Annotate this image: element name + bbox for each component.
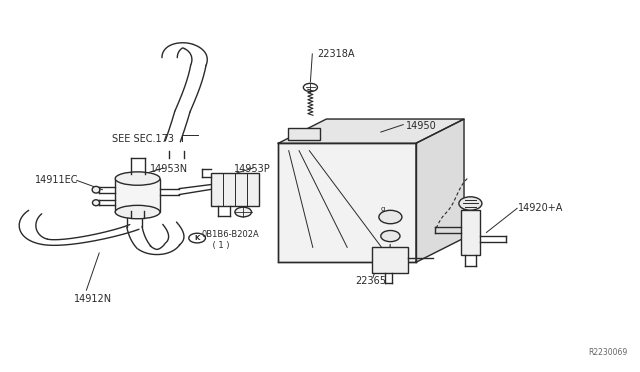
Text: R2230069: R2230069 xyxy=(588,348,627,357)
Text: 14950: 14950 xyxy=(406,122,437,131)
Text: 14912N: 14912N xyxy=(74,295,112,304)
Ellipse shape xyxy=(115,205,160,219)
Bar xyxy=(211,173,259,206)
Text: g: g xyxy=(381,206,385,212)
Circle shape xyxy=(235,207,252,217)
Text: 22318A: 22318A xyxy=(317,49,355,59)
Bar xyxy=(461,210,480,255)
Text: 22365: 22365 xyxy=(355,276,386,286)
Polygon shape xyxy=(278,119,464,143)
Bar xyxy=(115,179,160,212)
Text: 0B1B6-B202A
    ( 1 ): 0B1B6-B202A ( 1 ) xyxy=(202,230,259,250)
Polygon shape xyxy=(416,119,464,262)
Text: SEE SEC.173: SEE SEC.173 xyxy=(112,135,174,144)
Circle shape xyxy=(379,210,402,224)
Bar xyxy=(372,247,408,273)
Ellipse shape xyxy=(92,186,100,193)
Bar xyxy=(278,143,416,262)
Text: 14911EC: 14911EC xyxy=(35,176,79,185)
Text: 14953P: 14953P xyxy=(234,164,270,174)
Text: 14920+A: 14920+A xyxy=(518,203,564,213)
Circle shape xyxy=(381,231,400,242)
Bar xyxy=(288,128,320,140)
Ellipse shape xyxy=(115,172,160,185)
Text: 14953N: 14953N xyxy=(150,164,189,174)
Circle shape xyxy=(459,197,482,210)
Text: K: K xyxy=(195,235,200,241)
Ellipse shape xyxy=(93,200,100,206)
